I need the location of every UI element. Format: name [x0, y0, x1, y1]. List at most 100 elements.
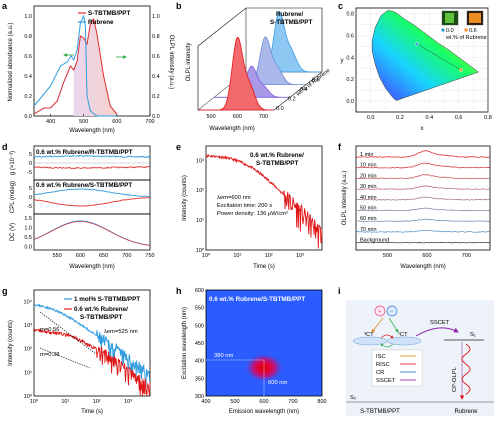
tick-label-y: 600 [195, 288, 204, 294]
panel-b-box [197, 7, 323, 111]
tick-label-y: 0.6 [346, 33, 354, 39]
legend-cr: CR [376, 370, 384, 376]
rubrene-olpl-curve [33, 17, 118, 115]
tick-label-y-bot: 1.0 [24, 226, 32, 232]
arrow-to-3ct [371, 317, 384, 333]
tick-label-y-right: 0.6 [152, 54, 160, 60]
panel-f: f 1 min 10 min 20 min 30 min 40 min 50 min 60 … [338, 142, 491, 270]
panel-d-bot-frame [33, 213, 151, 251]
tick-label-x: 10¹ [61, 399, 69, 405]
trace-label: 50 min [360, 206, 377, 212]
tick-label-y-bot: 1.5 [24, 216, 32, 222]
inset-dot-orange [464, 28, 468, 32]
label-1ct: ¹CT [398, 332, 408, 338]
panel-b-depth-label: wt.% of Rubrene [295, 68, 332, 98]
panel-h: h 0.6 wt.% Rubrene/S-TBTMB/PPT 380 nm 60… [176, 286, 327, 415]
arrow-to-1ct [388, 317, 399, 333]
panel-f-frame [355, 145, 491, 251]
panel-d-ylabel-mid: CPL (mdeg) [10, 181, 16, 213]
tick-label-y-bot: 0.0 [24, 245, 32, 251]
spectrum-0.0 [198, 36, 274, 111]
panel-e-xlabel: Time (s) [253, 264, 275, 270]
ion-plus [374, 305, 386, 317]
panel-b-title-1: Rubrene/ [276, 11, 304, 18]
panel-c: c 0.0 0.6 wt.% of Rubrene 0.0 0.2 0.4 0.6 0.… [338, 1, 492, 132]
panel-d: d 0.6 wt.% Rubrene/R-TBTMB/PPT 0.6 wt.% … [2, 142, 155, 270]
afterglow-decay-curve [205, 153, 323, 249]
panel-a-label: a [2, 1, 8, 11]
state-1ct [386, 336, 422, 346]
tick-label-x: 700 [145, 119, 154, 125]
tick-label-x: 550 [53, 253, 62, 259]
panel-e-ticks: 10⁰ 10¹ 10² 10³ 10⁰ 10¹ 10² 10³ [196, 158, 305, 259]
panel-d-ticks: 550 600 650 700 750 5 0 -5 5 0 -5 1.5 1.0 0.5 0.0 [24, 152, 154, 259]
panel-d-xlabel: Wavelength (nm) [69, 264, 114, 270]
panel-a-xlabel: Wavelength (nm) [69, 128, 114, 134]
tick-label-x: 600 [422, 253, 431, 259]
tick-label-y: 450 [195, 341, 204, 347]
tick-label-x: 10³ [124, 399, 132, 405]
label-s1: S₁ [470, 332, 476, 338]
panel-h-ticks: 400 500 600 700 800 300 350 400 450 500 550 600 [195, 288, 327, 405]
tick-label-y-left: 1.0 [24, 14, 32, 20]
cp-olpl-emission [461, 343, 471, 395]
tick-label-y-right: 0.2 [152, 94, 160, 100]
label-3ct: ³CT [364, 332, 374, 338]
label-600nm: 600 nm [268, 380, 288, 386]
panel-b-xlabel: Wavelength (nm) [209, 126, 254, 132]
tick-label-y: 10¹ [24, 370, 32, 376]
legend-g-red-1: 0.6 wt.% Rubrene/ [74, 306, 128, 313]
g-factor-s [33, 166, 150, 170]
tick-label-y-left: 0.6 [24, 54, 32, 60]
tick-label-y: 550 [195, 306, 204, 312]
legend-isc: ISC [376, 354, 386, 360]
panel-c-ylabel: y [341, 58, 344, 64]
slope-blue: m=0.56 [40, 327, 60, 333]
excitation-time-label: Excitation time: 200 s [217, 203, 272, 209]
tick-label-y-left: 0.4 [24, 74, 32, 80]
trace-30-min [355, 185, 490, 190]
cie-locus [371, 9, 479, 101]
tick-label-y: 10⁰ [196, 247, 205, 254]
sscet-label: SSCET [430, 320, 450, 326]
panel-g-label: g [2, 286, 8, 296]
tick-label-x: 10⁰ [202, 252, 211, 259]
cp-olpl-label: CP-OLPL [452, 366, 458, 392]
panel-b-ylabel: OLPL intensity [186, 43, 192, 82]
tick-label-x: 400 [46, 119, 55, 125]
tick-label-y-left: 0.0 [24, 114, 32, 120]
label-guest: Rubrene [454, 409, 478, 415]
tick-label-x: 600 [76, 253, 85, 259]
tick-label-y-mid: 5 [29, 186, 32, 192]
trace-label: 30 min [360, 184, 377, 190]
trace-50-min [355, 207, 490, 212]
label-s0: S₀ [350, 395, 357, 401]
tick-label-y-right: 0.0 [152, 114, 160, 120]
trace-70-min [355, 229, 490, 233]
decay-rubrene [33, 328, 151, 396]
inset-glow-orange [469, 13, 481, 23]
trace-label: 1 min [360, 152, 373, 158]
panel-e-ylabel: Intensity (counts) [182, 175, 188, 221]
tick-label-x: 500 [383, 253, 392, 259]
panel-b-label: b [176, 1, 182, 11]
tick-label-y-bot: 0.5 [24, 235, 32, 241]
trace-20-min [355, 173, 490, 180]
tick-label-y: 10¹ [196, 218, 204, 224]
tick-label-y: 500 [195, 323, 204, 329]
decay-s-tbtmb [33, 303, 151, 389]
tick-label-y-left: 0.2 [24, 94, 32, 100]
inset-glow-green [445, 13, 454, 23]
inset-label-0-6: 0.6 [469, 28, 477, 34]
ion-minus [386, 305, 398, 317]
depth-tick-label: 0.6 [312, 78, 320, 84]
tick-label-y-right: 1.0 [152, 14, 160, 20]
panel-a-ylabel-right: OLPL intensity (a.u.) [168, 35, 174, 89]
risc-arrow [380, 343, 394, 348]
tick-label-y: 10² [24, 347, 32, 353]
tick-label-y: 10² [196, 188, 204, 194]
tick-label-x: 400 [201, 399, 210, 405]
legend-rubrene: Rubrene [88, 19, 114, 26]
tick-label-y-top: 5 [29, 152, 32, 158]
